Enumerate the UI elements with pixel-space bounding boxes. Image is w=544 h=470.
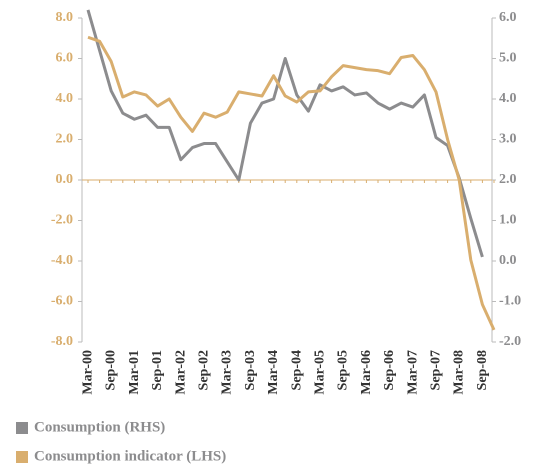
series-line (86, 9, 484, 258)
x-tick-label: Sep-01 (150, 350, 165, 390)
y2-tick-label: -2.0 (499, 334, 521, 349)
y-tick-label: 8.0 (56, 10, 74, 25)
y-tick-label: -6.0 (51, 294, 73, 309)
legend-swatch (16, 422, 28, 434)
y2-tick-label: 0.0 (499, 253, 517, 268)
x-tick-label: Mar-00 (81, 350, 96, 395)
x-tick-label: Mar-05 (313, 350, 328, 395)
x-tick-label: Sep-06 (382, 350, 397, 390)
y2-tick-label: 5.0 (499, 51, 517, 66)
y-tick-label: 2.0 (56, 132, 74, 147)
x-tick-label: Sep-08 (475, 350, 490, 390)
x-tick-label: Sep-07 (429, 350, 444, 390)
y-tick-label: 0.0 (56, 172, 74, 187)
x-tick-label: Sep-05 (336, 350, 351, 390)
x-tick-label: Mar-07 (405, 350, 420, 395)
y2-tick-label: -1.0 (499, 294, 521, 309)
y-tick-label: -4.0 (51, 253, 73, 268)
x-tick-label: Sep-00 (104, 350, 119, 390)
x-tick-label: Mar-08 (452, 350, 467, 395)
y2-tick-label: 3.0 (499, 132, 517, 147)
legend-label: Consumption indicator (LHS) (34, 448, 226, 464)
x-tick-label: Mar-01 (127, 350, 142, 395)
x-tick-label: Mar-04 (266, 350, 281, 395)
y-tick-label: -2.0 (51, 213, 73, 228)
x-tick-label: Sep-02 (197, 350, 212, 390)
y2-tick-label: 6.0 (499, 10, 517, 25)
y2-tick-label: 1.0 (499, 213, 517, 228)
x-tick-label: Mar-02 (173, 350, 188, 395)
y-tick-label: 6.0 (56, 51, 74, 66)
legend-label: Consumption (RHS) (34, 419, 165, 435)
y2-tick-label: 2.0 (499, 172, 517, 187)
y-tick-label: 4.0 (56, 91, 74, 106)
x-tick-label: Sep-04 (289, 350, 304, 390)
y-tick-label: -8.0 (51, 334, 73, 349)
y2-tick-label: 4.0 (499, 91, 517, 106)
legend-swatch (16, 451, 28, 463)
x-tick-label: Sep-03 (243, 350, 258, 390)
x-tick-label: Mar-03 (220, 350, 235, 395)
x-tick-label: Mar-06 (359, 350, 374, 395)
series-line (87, 35, 496, 331)
